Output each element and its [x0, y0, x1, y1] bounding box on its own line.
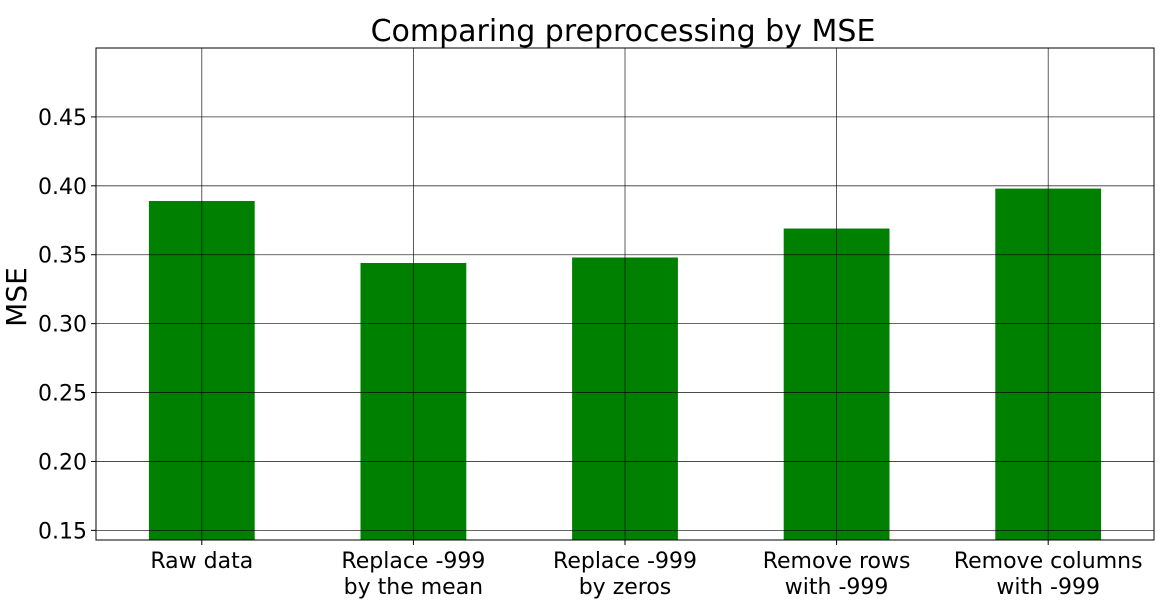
chart-title: Comparing preprocessing by MSE — [371, 14, 876, 49]
x-tick-label: Replace -999 by the mean — [341, 549, 485, 600]
y-tick-label: 0.25 — [38, 382, 87, 407]
gridlines — [96, 48, 1154, 540]
y-tick-label: 0.45 — [38, 106, 87, 131]
y-axis-ticks: 0.15 0.20 0.25 0.30 0.35 0.40 0.45 — [38, 106, 96, 544]
y-tick-label: 0.20 — [38, 450, 87, 475]
y-axis-label: MSE — [0, 267, 33, 327]
x-tick-label: Raw data — [150, 549, 253, 574]
y-tick-label: 0.40 — [38, 175, 87, 200]
y-tick-label: 0.35 — [38, 244, 87, 269]
x-tick-label: Remove rows with -999 — [763, 549, 911, 600]
y-tick-label: 0.30 — [38, 313, 87, 338]
x-tick-label: Replace -999 by zeros — [553, 549, 697, 600]
x-axis-ticks: Raw data Replace -999 by the mean Replace -… — [150, 540, 1143, 600]
y-tick-label: 0.15 — [38, 519, 87, 544]
x-tick-label: Remove columns with -999 — [954, 549, 1143, 600]
